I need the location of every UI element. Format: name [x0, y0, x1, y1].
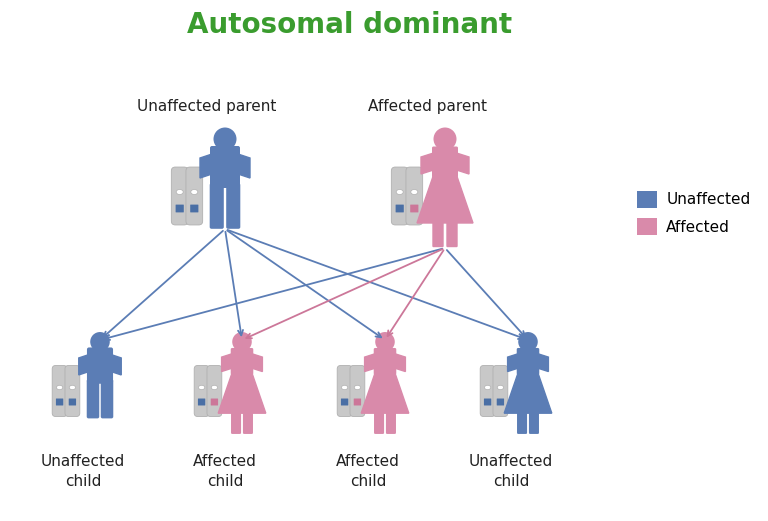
FancyBboxPatch shape	[341, 399, 348, 405]
Polygon shape	[456, 153, 469, 174]
Polygon shape	[365, 354, 376, 371]
Ellipse shape	[354, 386, 360, 390]
FancyBboxPatch shape	[446, 220, 458, 247]
Ellipse shape	[190, 190, 198, 194]
Ellipse shape	[518, 332, 538, 352]
FancyBboxPatch shape	[497, 399, 504, 405]
FancyBboxPatch shape	[190, 205, 198, 213]
FancyBboxPatch shape	[374, 348, 396, 375]
Polygon shape	[361, 373, 409, 413]
FancyBboxPatch shape	[194, 366, 209, 416]
FancyArrowPatch shape	[226, 232, 243, 335]
Polygon shape	[238, 154, 250, 178]
FancyBboxPatch shape	[337, 366, 352, 416]
Polygon shape	[505, 373, 551, 413]
Ellipse shape	[69, 386, 75, 390]
Polygon shape	[252, 354, 263, 371]
Ellipse shape	[396, 190, 403, 194]
Ellipse shape	[411, 190, 418, 194]
Polygon shape	[508, 354, 518, 371]
FancyBboxPatch shape	[101, 379, 113, 418]
Polygon shape	[417, 175, 473, 223]
FancyBboxPatch shape	[176, 205, 184, 213]
FancyBboxPatch shape	[480, 366, 495, 416]
FancyBboxPatch shape	[350, 366, 365, 416]
Ellipse shape	[376, 332, 395, 352]
Ellipse shape	[485, 386, 491, 390]
FancyBboxPatch shape	[406, 167, 422, 225]
Text: Affected
child: Affected child	[336, 454, 400, 489]
Polygon shape	[395, 354, 406, 371]
Text: Autosomal dominant: Autosomal dominant	[187, 11, 512, 39]
FancyBboxPatch shape	[396, 205, 404, 213]
FancyBboxPatch shape	[517, 411, 527, 434]
Ellipse shape	[433, 128, 456, 151]
FancyBboxPatch shape	[87, 348, 113, 384]
Text: Unaffected parent: Unaffected parent	[137, 99, 276, 114]
FancyBboxPatch shape	[493, 366, 508, 416]
FancyArrowPatch shape	[227, 230, 524, 339]
FancyBboxPatch shape	[52, 366, 67, 416]
Polygon shape	[421, 153, 433, 174]
Text: Unaffected
child: Unaffected child	[469, 454, 553, 489]
Ellipse shape	[57, 386, 63, 390]
FancyBboxPatch shape	[207, 366, 222, 416]
FancyBboxPatch shape	[432, 220, 444, 247]
FancyArrowPatch shape	[104, 249, 442, 340]
FancyBboxPatch shape	[354, 399, 361, 405]
Polygon shape	[200, 154, 212, 178]
Ellipse shape	[211, 386, 217, 390]
FancyBboxPatch shape	[210, 183, 223, 229]
Polygon shape	[79, 355, 89, 375]
Polygon shape	[222, 354, 232, 371]
FancyBboxPatch shape	[243, 411, 253, 434]
FancyBboxPatch shape	[432, 146, 458, 178]
FancyArrowPatch shape	[104, 231, 223, 337]
FancyArrowPatch shape	[227, 231, 381, 337]
FancyBboxPatch shape	[186, 167, 203, 225]
Ellipse shape	[90, 332, 110, 352]
Legend: Unaffected, Affected: Unaffected, Affected	[631, 185, 756, 241]
FancyBboxPatch shape	[227, 183, 240, 229]
FancyArrowPatch shape	[388, 250, 443, 336]
FancyBboxPatch shape	[210, 146, 240, 188]
Polygon shape	[218, 373, 266, 413]
FancyBboxPatch shape	[484, 399, 492, 405]
FancyBboxPatch shape	[87, 379, 99, 418]
FancyBboxPatch shape	[171, 167, 188, 225]
Ellipse shape	[176, 190, 184, 194]
Text: Affected parent: Affected parent	[368, 99, 486, 114]
FancyBboxPatch shape	[65, 366, 80, 416]
FancyBboxPatch shape	[56, 399, 63, 405]
FancyBboxPatch shape	[198, 399, 205, 405]
FancyArrowPatch shape	[247, 249, 442, 338]
Text: Unaffected
child: Unaffected child	[41, 454, 125, 489]
FancyArrowPatch shape	[447, 250, 525, 337]
Ellipse shape	[198, 386, 205, 390]
FancyBboxPatch shape	[374, 411, 384, 434]
Ellipse shape	[232, 332, 252, 352]
FancyBboxPatch shape	[231, 411, 241, 434]
FancyBboxPatch shape	[392, 167, 408, 225]
FancyBboxPatch shape	[230, 348, 253, 375]
Ellipse shape	[214, 128, 237, 151]
Text: Affected
child: Affected child	[193, 454, 257, 489]
FancyBboxPatch shape	[410, 205, 419, 213]
FancyBboxPatch shape	[68, 399, 76, 405]
Ellipse shape	[497, 386, 504, 390]
FancyBboxPatch shape	[210, 399, 218, 405]
FancyBboxPatch shape	[386, 411, 396, 434]
Polygon shape	[111, 355, 121, 375]
Ellipse shape	[342, 386, 348, 390]
FancyBboxPatch shape	[529, 411, 539, 434]
Polygon shape	[538, 354, 548, 371]
FancyBboxPatch shape	[517, 348, 539, 375]
